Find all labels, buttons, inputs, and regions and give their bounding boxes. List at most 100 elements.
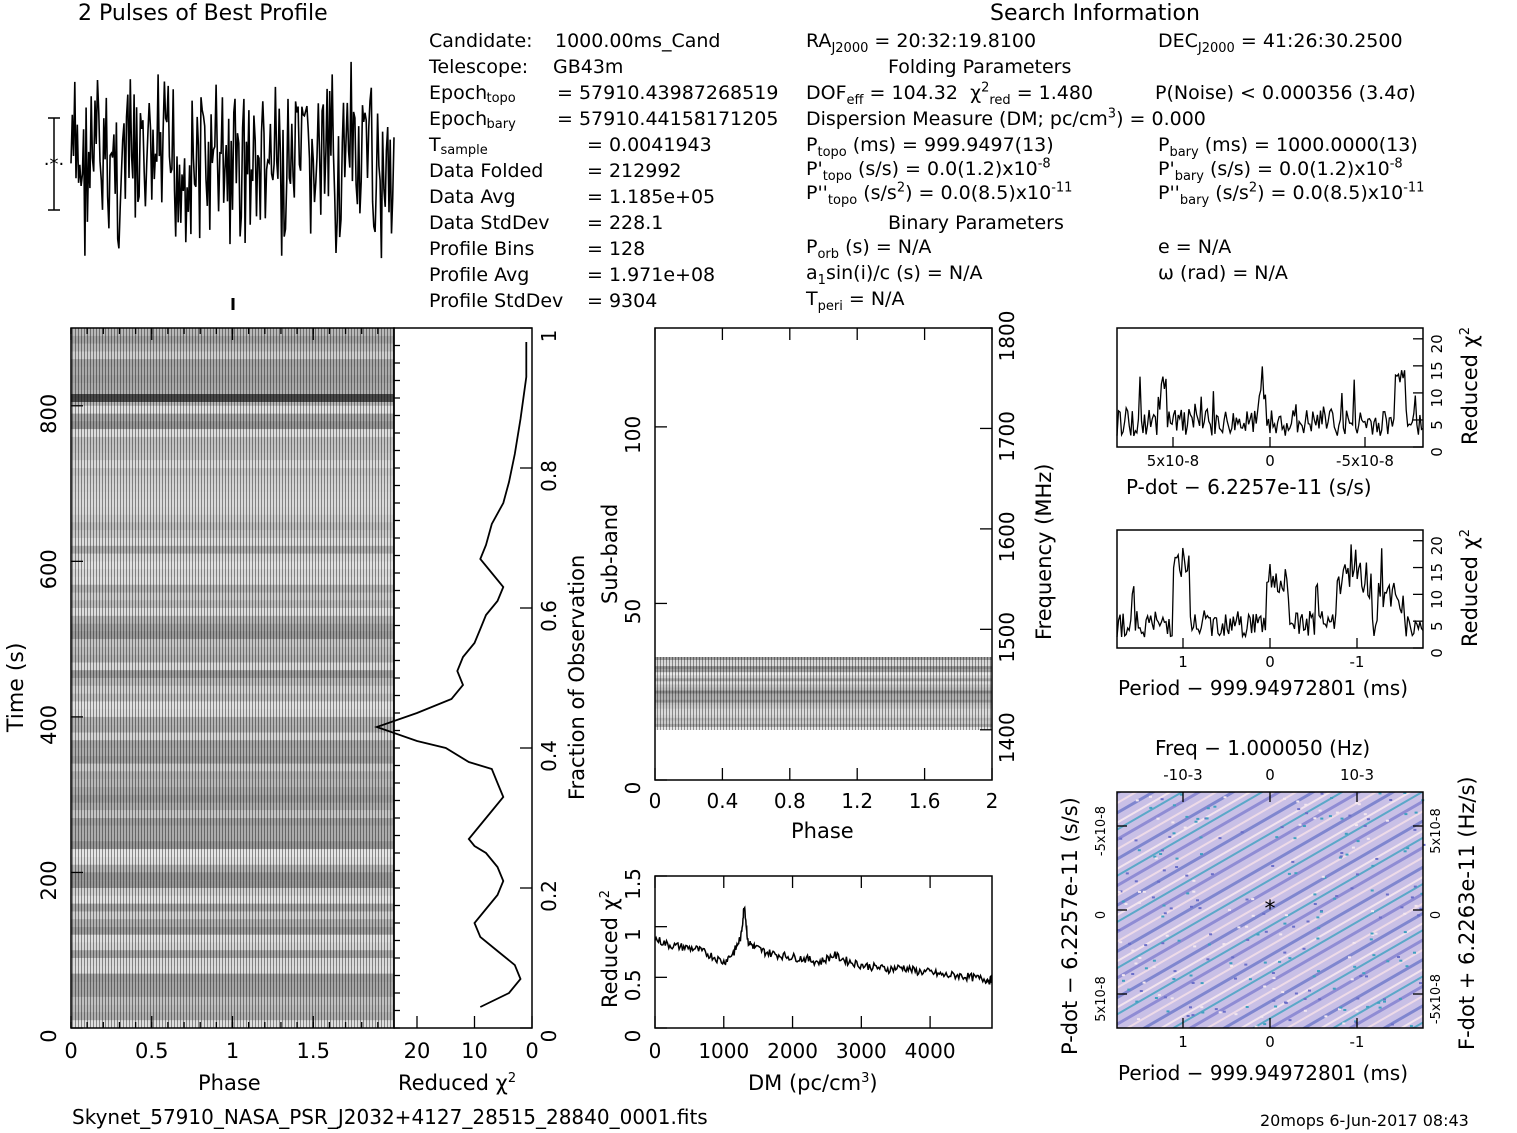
phase-axis-label: Phase (198, 1071, 261, 1095)
omega-line: ω (rad) = N/A (1158, 262, 1288, 284)
ppdot-speckle-dot (1365, 975, 1368, 978)
period-x-tick: 1 (1178, 653, 1188, 671)
ppdot-speckle-dot (1173, 970, 1177, 973)
subband-y-tick: 50 (621, 599, 645, 624)
subband-y-tick: 0 (621, 782, 645, 795)
ppdot-speckle-dot (1333, 897, 1337, 900)
ppdot-speckle-dot (1196, 817, 1200, 820)
ppdot-speckle-dot (1403, 792, 1407, 794)
ppdot-speckle-dot (1371, 933, 1375, 936)
ppdot-speckle-dot (1245, 925, 1249, 928)
ppdot-speckle-dot (1354, 1020, 1358, 1023)
time-phase-band (71, 538, 394, 546)
ppdot-speckle-dot (1248, 978, 1252, 981)
ra-line: RAJ2000 = 20:32:19.8100 (806, 30, 1037, 56)
chi2-fraction-frame (393, 327, 533, 1029)
time-phase-band (71, 561, 394, 569)
time-phase-band (71, 996, 394, 1005)
ppdot-speckle-dot (1201, 1011, 1205, 1014)
ppdot-speckle-dot (1287, 872, 1291, 875)
subband-band (655, 717, 992, 721)
porb-line: Porb (s) = N/A (806, 236, 932, 262)
ppdot-speckle-dot (1302, 947, 1306, 950)
ppdot-speckle-dot (1296, 800, 1300, 803)
ppdot-speckle-dot (1305, 812, 1309, 815)
subband-x-tick: 0.8 (774, 789, 806, 813)
time-phase-y-tick: 400 (37, 705, 61, 745)
ppdot-speckle-dot (1386, 960, 1390, 963)
subband-band (655, 684, 992, 688)
ppdot-speckle-dot (1163, 912, 1167, 915)
info-value: = 9304 (587, 290, 658, 312)
ppdot-speckle-dot (1137, 1018, 1140, 1021)
ppdot-speckle-dot (1355, 802, 1358, 805)
pnoise-line: P(Noise) < 0.000356 (3.4σ) (1155, 82, 1416, 104)
pdot-y-tick: 0 (1428, 447, 1446, 457)
time-phase-band (71, 608, 394, 616)
period-line: Ptopo (ms) = 999.9497(13) (806, 134, 1054, 160)
ppdot-speckle-dot (1414, 904, 1418, 907)
ppdot-speckle-dot (1192, 879, 1196, 882)
ppdot-speckle-dot (1193, 945, 1197, 948)
ppdot-speckle-dot (1161, 915, 1165, 918)
ppdot-speckle-dot (1321, 875, 1325, 878)
subband-band (655, 660, 992, 663)
chi2-period-y-label: Reduced χ2 (1458, 528, 1482, 647)
ppdot-speckle-dot (1278, 960, 1282, 963)
time-phase-band (71, 654, 394, 663)
ppdot-speckle-dot (1398, 997, 1402, 1000)
info-label: Profile Avg (429, 264, 530, 286)
time-phase-band (71, 662, 394, 671)
fdot-y-tick: 5x10-8 (1429, 808, 1444, 853)
ppdot-speckle-dot (1378, 792, 1382, 795)
timestamp-label: 20mops 6-Jun-2017 08:43 (1260, 1111, 1469, 1130)
time-phase-band (71, 965, 394, 974)
info-value: = 212992 (587, 160, 682, 182)
time-phase-band (71, 950, 394, 958)
ppdot-speckle-dot (1400, 906, 1404, 909)
ppdot-speckle-dot (1344, 832, 1348, 835)
ppdot-speckle-dot (1291, 860, 1295, 863)
ppdot-speckle-dot (1144, 944, 1148, 947)
dm-y-tick: 1.5 (621, 868, 645, 900)
info-value: = 1.971e+08 (587, 264, 716, 286)
profile-mean-marker: ·*· (44, 154, 64, 175)
ppdot-speckle-dot (1288, 1019, 1292, 1022)
ppdot-speckle-dot (1186, 892, 1190, 895)
ppdot-speckle-dot (1320, 792, 1324, 795)
ppdot-speckle-dot (1275, 836, 1279, 839)
ppdot-speckle-dot (1139, 990, 1143, 992)
time-phase-band (71, 981, 394, 990)
ppdot-speckle-dot (1254, 1025, 1258, 1028)
ppdot-speckle-dot (1175, 857, 1179, 860)
ppdot-speckle-dot (1348, 956, 1351, 959)
subband-axis-label: Sub-band (598, 503, 622, 604)
subband-band (655, 681, 992, 685)
ppdot-speckle-dot (1403, 850, 1407, 853)
ppdot-speckle-dot (1138, 957, 1142, 959)
ppdot-speckle-dot (1223, 796, 1227, 799)
ppdot-speckle-dot (1200, 853, 1203, 856)
ppdot-speckle-dot (1372, 954, 1376, 957)
time-phase-band (71, 421, 394, 430)
chi2-pdot-ticks (1172, 338, 1423, 448)
time-phase-band (71, 763, 394, 772)
ppdot-speckle-dot (1206, 958, 1210, 961)
info-label: Data Avg (429, 186, 516, 208)
ppdot-speckle-dot (1383, 1000, 1386, 1003)
ppdot-speckle-dot (1283, 922, 1287, 925)
ppdot-speckle-dot (1169, 907, 1173, 910)
time-phase-band (71, 685, 394, 694)
time-phase-band (71, 786, 394, 795)
ppdot-speckle-dot (1119, 837, 1123, 840)
ppdot-speckle-dot (1161, 942, 1165, 945)
subband-band (655, 657, 992, 660)
ppdot-speckle-dot (1245, 1006, 1249, 1008)
ppdot-period-axis-label: Period − 999.94972801 (ms) (1118, 1061, 1409, 1085)
ppdot-speckle-dot (1312, 975, 1316, 978)
dec-line: DECJ2000 = 41:26:30.2500 (1158, 30, 1403, 56)
chi2-period-plot (1116, 529, 1424, 649)
ppdot-speckle-dot (1338, 1008, 1341, 1011)
time-phase-band (71, 413, 394, 422)
time-phase-y-tick: 600 (37, 549, 61, 589)
